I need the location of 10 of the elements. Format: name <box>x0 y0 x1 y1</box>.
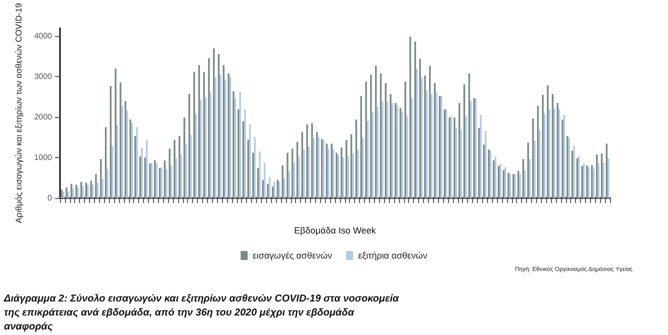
y-tick-label: 3000 <box>34 72 53 82</box>
y-tick-label: 0 <box>48 194 53 202</box>
text: Διάγραμμα 2: Σύνολο εισαγωγών και εξιτηρίων ασθενών COVID-19 στα νοσοκομεία της επικράτειας ανά εβδομάδα, από την 36η του 2020 μέχρι την εβδομάδα αναφοράς <box>3 294 402 332</box>
y-axis-title: Αριθμός εισαγωγών και εξιτηρίων των ασθενών COVID-19 <box>13 2 24 224</box>
y-tick-label: 4000 <box>34 32 53 41</box>
y-tick-label: 1000 <box>34 153 53 162</box>
y-tick-label: 2000 <box>34 112 53 122</box>
legend-label: εισαγωγές ασθενών <box>252 250 333 260</box>
x-axis-title: Εβδομάδα Iso Week <box>294 226 376 236</box>
legend-label: εξιτήρια ασθενών <box>358 250 428 260</box>
